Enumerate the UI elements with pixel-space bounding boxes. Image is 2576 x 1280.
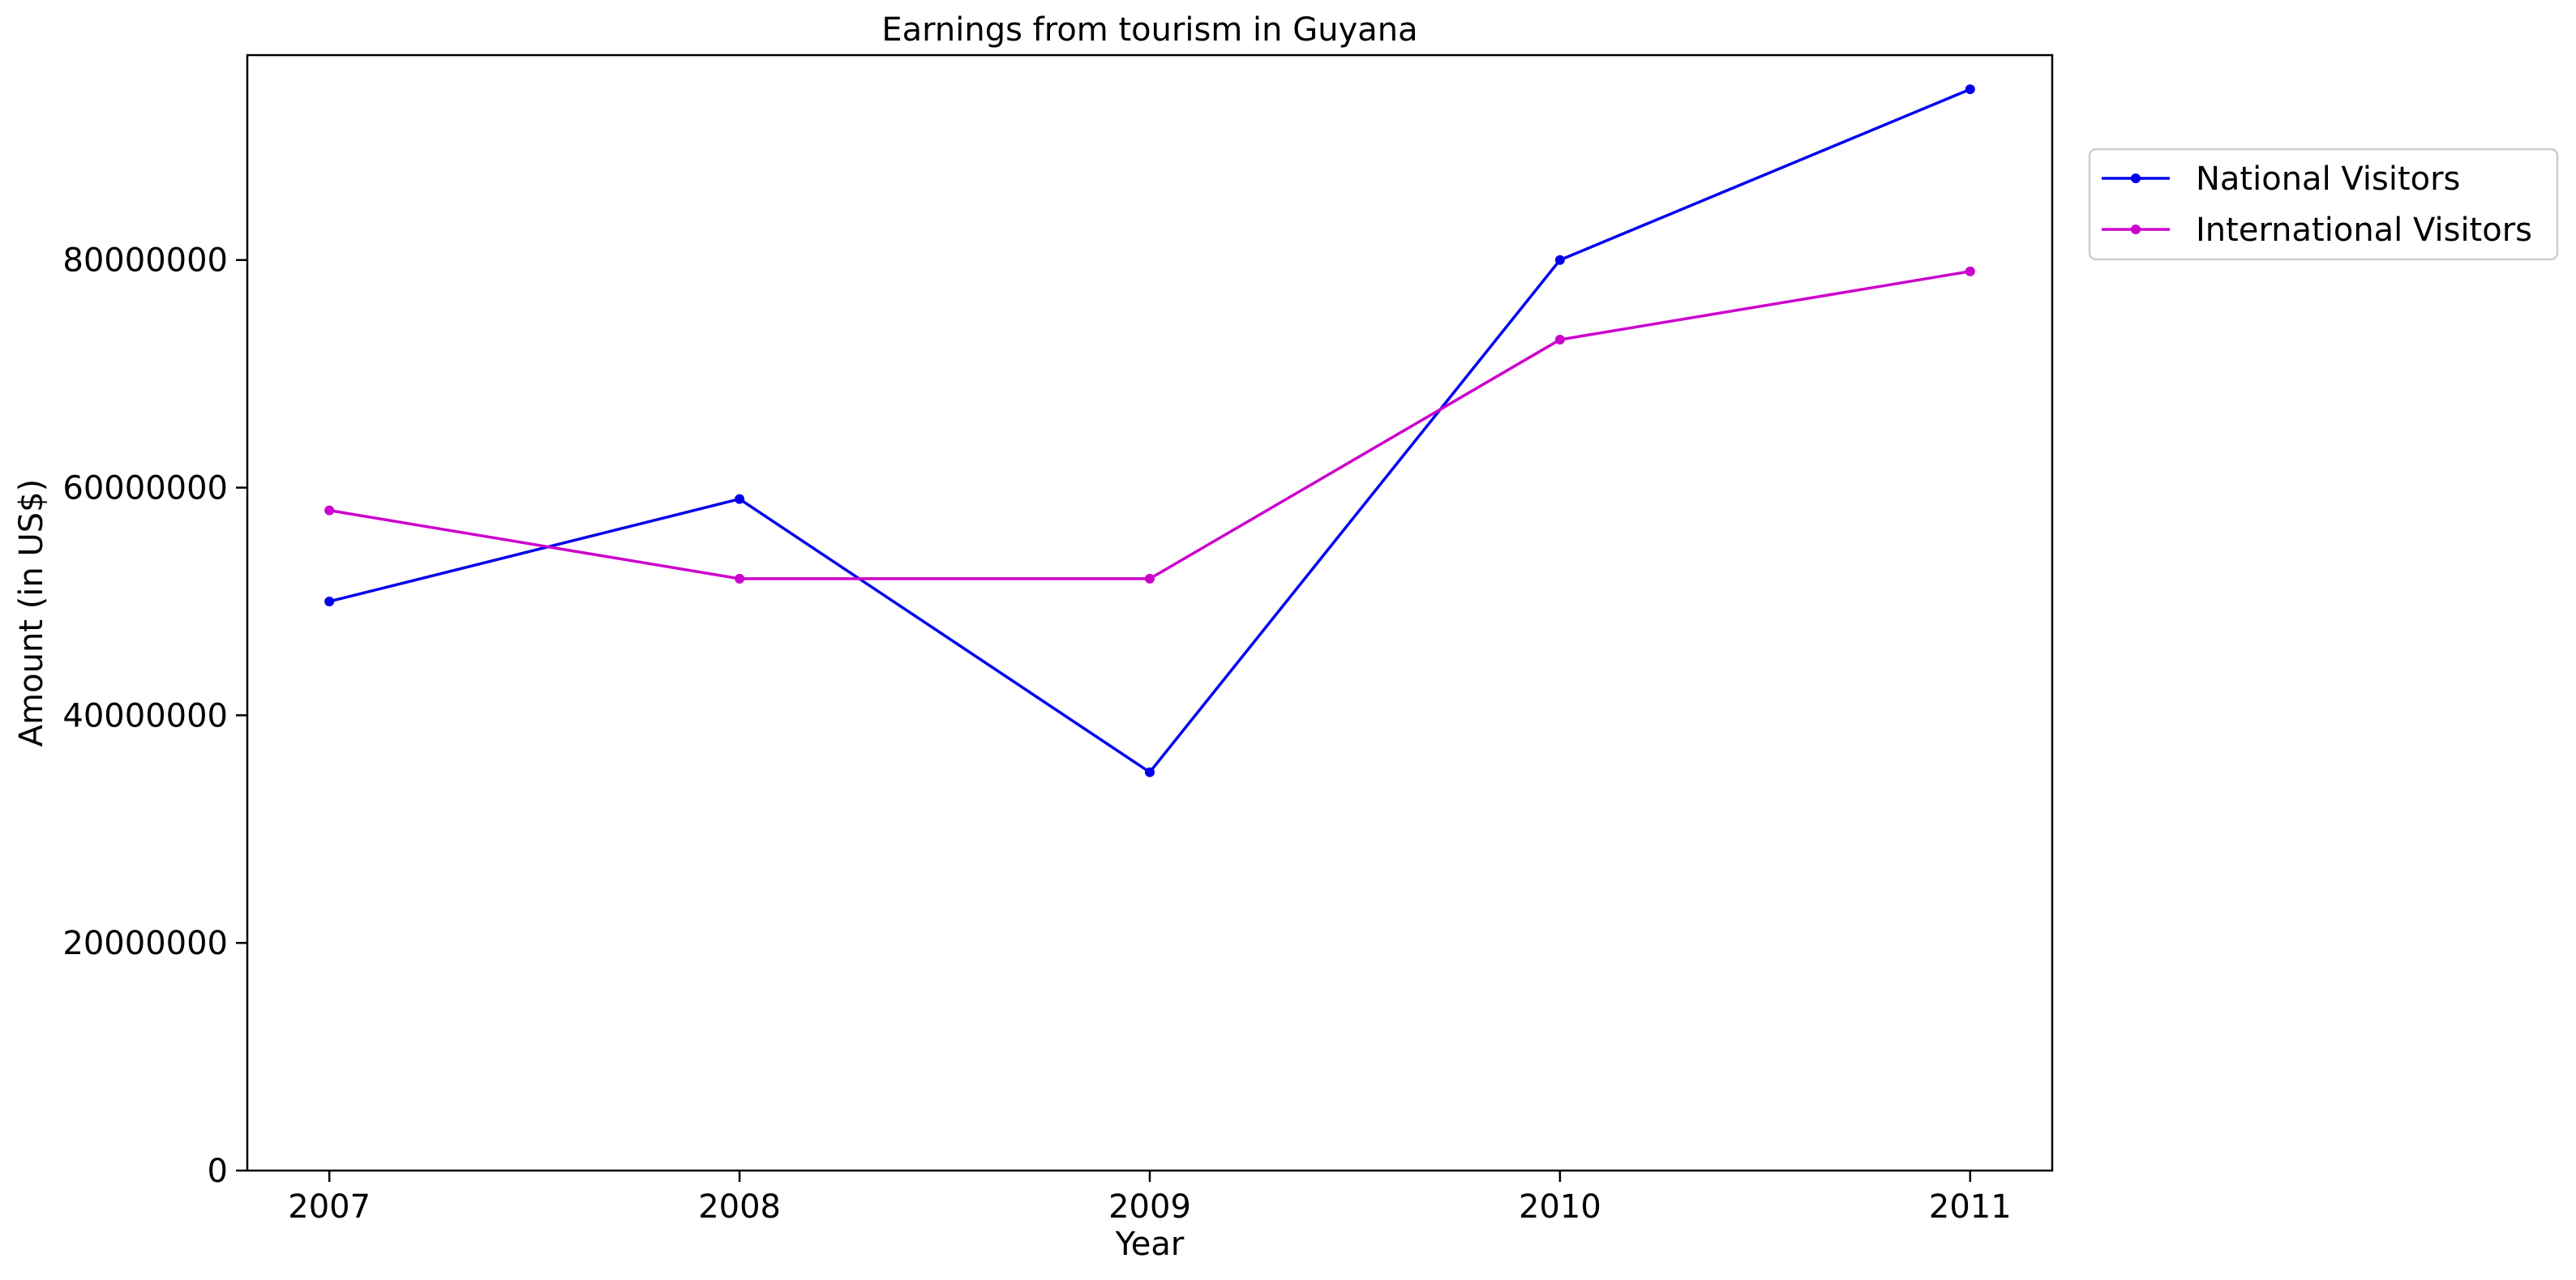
data-point — [735, 573, 745, 584]
x-axis-title: Year — [1115, 1226, 1185, 1263]
legend-marker — [2131, 173, 2141, 183]
data-point — [324, 596, 335, 606]
data-point — [1965, 266, 1975, 276]
data-point — [1554, 255, 1565, 265]
plot-area-frame — [246, 54, 2054, 1172]
series-line-international-visitors — [328, 270, 1971, 580]
data-point — [1145, 573, 1155, 584]
legend-label: International Visitors — [2196, 212, 2532, 249]
y-tick-label: 0 — [208, 1153, 228, 1190]
y-axis-title: Amount (in US$) — [13, 479, 50, 747]
y-tick-label: 20000000 — [62, 925, 228, 962]
data-point — [1145, 767, 1155, 777]
y-tick-label: 80000000 — [62, 242, 228, 280]
y-axis: 0 20000000 40000000 60000000 80000000 — [62, 242, 247, 1190]
x-tick-label: 2009 — [1108, 1188, 1191, 1226]
chart-title: Earnings from tourism in Guyana — [881, 11, 1417, 49]
x-axis: 2007 2008 2009 2010 2011 — [288, 1171, 2012, 1226]
legend: National Visitors International Visitors — [2088, 148, 2559, 261]
data-point — [735, 494, 745, 504]
y-tick-label: 40000000 — [62, 697, 228, 734]
data-point — [1554, 335, 1565, 345]
legend-label: National Visitors — [2196, 161, 2460, 198]
x-tick-label: 2008 — [698, 1188, 781, 1226]
x-tick-label: 2007 — [288, 1188, 371, 1226]
series-line-national-visitors — [328, 88, 1971, 774]
legend-box — [2088, 148, 2559, 261]
x-tick-label: 2010 — [1519, 1188, 1601, 1226]
series-layer — [324, 84, 1975, 777]
legend-marker — [2131, 225, 2141, 234]
data-point — [1965, 84, 1975, 95]
data-point — [324, 505, 335, 516]
y-tick-label: 60000000 — [62, 470, 228, 507]
x-tick-label: 2011 — [1929, 1188, 2012, 1226]
